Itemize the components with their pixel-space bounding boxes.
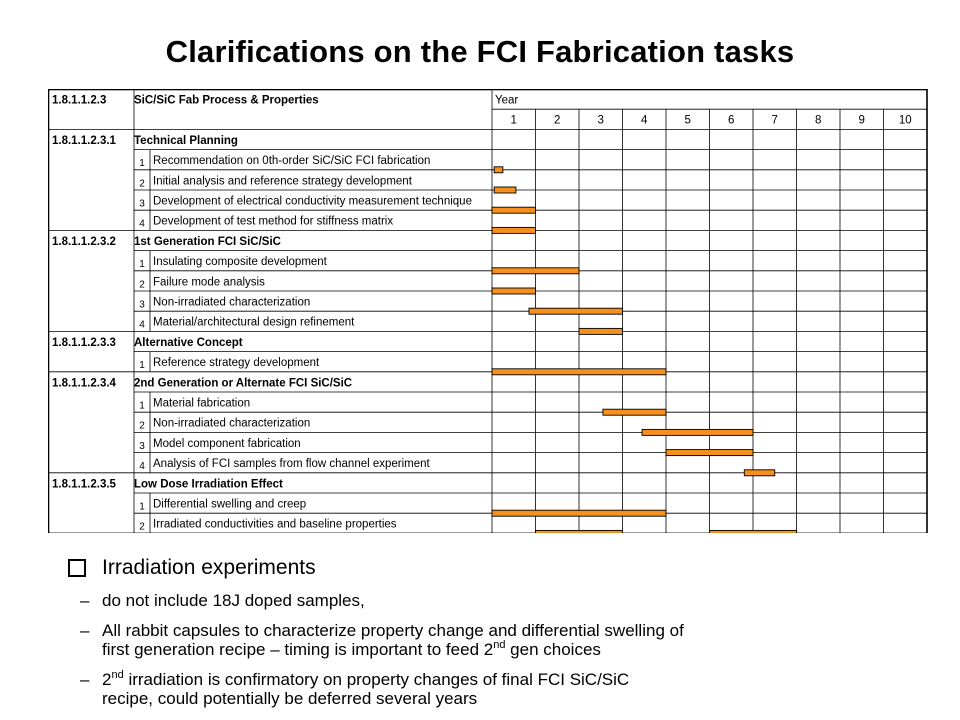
dash-bullet-icon: –	[80, 670, 90, 689]
gantt-bar	[491, 226, 536, 234]
gantt-bar	[491, 267, 580, 275]
gantt-bar	[493, 186, 517, 194]
task-label: Insulating composite development	[153, 256, 328, 268]
year-tick-label: 3	[598, 115, 604, 127]
gantt-bar	[641, 428, 754, 436]
sub-bullet-3-line-2: recipe, could potentially be deferred se…	[102, 689, 478, 708]
section-title: Alternative Concept	[134, 337, 243, 349]
task-number: 4	[139, 320, 145, 331]
wbs-id: 1.8.1.1.2.3.5	[52, 478, 117, 490]
dash-bullet-icon: –	[80, 591, 90, 610]
header-title: SiC/SiC Fab Process & Properties	[134, 95, 319, 107]
task-number: 1	[139, 158, 145, 169]
year-tick-label: 7	[772, 115, 778, 127]
year-tick-label: 10	[899, 115, 912, 127]
year-tick-label: 4	[641, 115, 648, 127]
slide-title: Clarifications on the FCI Fabrication ta…	[165, 34, 795, 69]
task-number: 4	[139, 461, 145, 472]
gantt-bar	[491, 287, 536, 295]
task-number: 1	[139, 360, 145, 371]
sub-bullet-2-line-1: All rabbit capsules to characterize prop…	[102, 621, 684, 640]
task-label: Differential swelling and creep	[153, 499, 306, 511]
task-number: 2	[139, 178, 145, 189]
task-label: Reference strategy development	[153, 357, 320, 369]
gantt-bar	[491, 368, 667, 376]
year-tick-label: 8	[815, 115, 821, 127]
gantt-bar	[491, 206, 536, 214]
task-number: 3	[139, 199, 145, 210]
task-number: 2	[139, 279, 145, 290]
sub-bullet-1-text: do not include 18J doped samples,	[102, 591, 365, 610]
gantt-bar	[665, 449, 754, 457]
sub-bullet-2-text-a: first generation recipe – timing is impo…	[102, 640, 494, 659]
year-tick-label: 2	[554, 115, 560, 127]
dash-bullet-icon: –	[80, 621, 90, 640]
task-label: Non-irradiated characterization	[153, 418, 310, 430]
bullet-list: Irradiation experiments – do not include…	[68, 556, 948, 708]
section-title: 1st Generation FCI SiC/SiC	[134, 236, 281, 248]
task-label: Material fabrication	[153, 398, 250, 410]
task-label: Failure mode analysis	[153, 276, 265, 288]
task-label: Irradiated conductivities and baseline p…	[153, 519, 397, 531]
checkbox-bullet-icon	[68, 559, 86, 577]
task-label: Initial analysis and reference strategy …	[153, 175, 413, 187]
gantt-bar	[743, 469, 776, 477]
task-number: 2	[139, 421, 145, 432]
wbs-id: 1.8.1.1.2.3.3	[52, 337, 116, 349]
wbs-id: 1.8.1.1.2.3.2	[52, 236, 116, 248]
gantt-bar	[709, 529, 797, 533]
wbs-id: 1.8.1.1.2.3	[52, 95, 106, 107]
superscript: nd	[493, 639, 506, 651]
gantt-bar	[491, 509, 667, 517]
task-label: Analysis of FCI samples from flow channe…	[153, 458, 431, 470]
year-tick-label: 1	[511, 115, 517, 127]
sub-bullet-3: – 2nd irradiation is confirmatory on pro…	[68, 669, 952, 709]
superscript: nd	[111, 669, 124, 681]
task-label: Non-irradiated characterization	[153, 297, 310, 309]
wbs-id: 1.8.1.1.2.3.4	[52, 377, 117, 389]
bullet-heading-text: Irradiation experiments	[102, 556, 316, 579]
sub-bullet-3-text-b: irradiation is confirmatory on property …	[123, 670, 630, 689]
task-number: 1	[139, 259, 145, 270]
sub-bullet-3-line-1: 2nd irradiation is confirmatory on prope…	[102, 669, 952, 690]
sub-bullet-2-line-2: first generation recipe – timing is impo…	[102, 639, 952, 660]
sub-bullet-1: – do not include 18J doped samples,	[68, 591, 952, 610]
task-label: Recommendation on 0th-order SiC/SiC FCI …	[153, 155, 430, 167]
task-number: 2	[139, 522, 145, 533]
section-title: Low Dose Irradiation Effect	[134, 478, 283, 490]
sub-bullet-3-text-a: 2	[102, 670, 112, 689]
year-tick-label: 6	[728, 115, 734, 127]
gantt-bar	[535, 529, 623, 533]
year-tick-label: 9	[859, 115, 865, 127]
gantt-bar	[578, 327, 623, 335]
task-number: 3	[139, 300, 145, 311]
section-title: 2nd Generation or Alternate FCI SiC/SiC	[134, 377, 352, 389]
bullet-heading: Irradiation experiments	[68, 556, 948, 580]
gantt-chart: 1.8.1.1.2.3 SiC/SiC Fab Process & Propert…	[48, 89, 928, 533]
wbs-id: 1.8.1.1.2.3.1	[52, 135, 117, 147]
year-label: Year	[495, 95, 518, 107]
task-label: Development of test method for stiffness…	[153, 216, 393, 228]
task-number: 4	[139, 219, 145, 230]
gantt-bar	[493, 166, 504, 174]
year-tick-label: 5	[685, 115, 691, 127]
task-label: Model component fabrication	[153, 438, 301, 450]
task-label: Material/architectural design refinement	[153, 317, 355, 329]
task-number: 1	[139, 502, 145, 513]
task-label: Development of electrical conductivity m…	[153, 196, 472, 208]
sub-bullet-2-text-b: gen choices	[505, 640, 601, 659]
gantt-bar	[602, 408, 667, 416]
task-number: 3	[139, 441, 145, 452]
sub-bullet-2: – All rabbit capsules to characterize pr…	[68, 621, 952, 659]
gantt-bar	[528, 307, 623, 315]
section-title: Technical Planning	[134, 135, 238, 147]
task-number: 1	[139, 401, 145, 412]
